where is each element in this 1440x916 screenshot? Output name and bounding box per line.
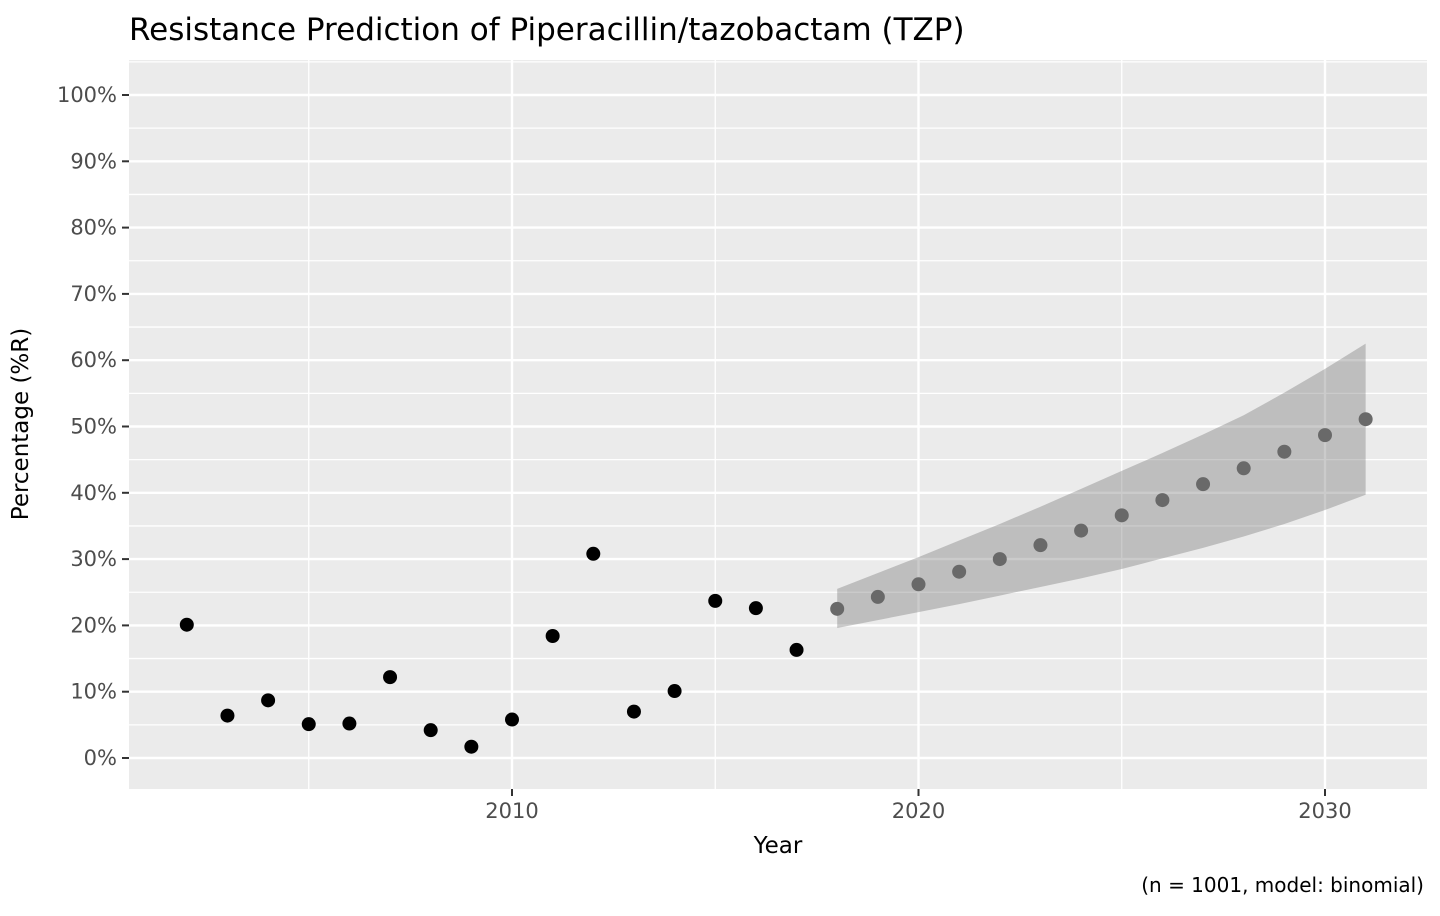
y-tick-label: 40%: [70, 481, 117, 505]
observed-point: [383, 670, 398, 685]
predicted-point: [830, 601, 845, 616]
predicted-point: [992, 552, 1007, 567]
chart-caption: (n = 1001, model: binomial): [1141, 873, 1424, 897]
x-axis-tick-labels: 2010 2020 2030: [485, 799, 1351, 823]
observed-point: [464, 739, 479, 754]
x-axis-title: Year: [753, 833, 803, 859]
predicted-point: [1236, 461, 1251, 476]
y-tick-label: 60%: [70, 348, 117, 372]
confidence-ribbon-group: [837, 343, 1366, 629]
confidence-ribbon: [837, 343, 1366, 629]
observed-point: [505, 712, 519, 727]
observed-point: [586, 546, 601, 561]
panel-background: [129, 60, 1427, 789]
predicted-point: [1114, 508, 1129, 523]
x-tick-label: 2010: [485, 799, 538, 823]
predicted-point: [1277, 444, 1292, 459]
y-tick-label: 80%: [70, 216, 117, 240]
y-tick-label: 10%: [70, 680, 117, 704]
observed-point: [220, 708, 235, 723]
predicted-point: [1318, 428, 1332, 443]
minor-gridlines: [129, 60, 1427, 789]
predicted-point: [1155, 493, 1170, 508]
predicted-point: [911, 577, 926, 592]
y-axis-title: Percentage (%R): [8, 328, 34, 520]
observed-points-group: [179, 546, 804, 754]
y-tick-label: 100%: [57, 83, 117, 107]
observed-point: [179, 617, 194, 632]
observed-point: [423, 723, 438, 738]
y-tick-label: 20%: [70, 613, 117, 637]
observed-point: [301, 717, 316, 732]
y-tick-label: 0%: [84, 746, 117, 770]
y-tick-label: 30%: [70, 547, 117, 571]
y-axis-tick-labels: 0% 10% 20% 30% 40% 50% 60% 70% 80% 90% 100%: [57, 83, 117, 770]
predicted-point: [1074, 523, 1089, 538]
axis-tick-marks: [122, 94, 1326, 796]
y-tick-label: 70%: [70, 282, 117, 306]
predicted-point: [870, 589, 885, 604]
x-tick-label: 2020: [892, 799, 945, 823]
predicted-point: [1358, 412, 1373, 427]
chart-title: Resistance Prediction of Piperacillin/ta…: [129, 12, 965, 48]
predicted-point: [1196, 477, 1211, 492]
predicted-point: [952, 564, 967, 579]
y-tick-label: 50%: [70, 415, 117, 439]
predicted-points-group: [830, 412, 1373, 616]
observed-point: [667, 684, 682, 699]
observed-point: [342, 716, 357, 731]
observed-point: [789, 642, 804, 657]
y-tick-label: 90%: [70, 149, 117, 173]
observed-point: [545, 629, 560, 644]
predicted-point: [1033, 538, 1048, 553]
x-tick-label: 2030: [1298, 799, 1351, 823]
observed-point: [708, 593, 723, 608]
observed-point: [748, 601, 763, 616]
observed-point: [626, 704, 641, 719]
major-gridlines: [129, 60, 1427, 789]
observed-point: [261, 693, 276, 708]
